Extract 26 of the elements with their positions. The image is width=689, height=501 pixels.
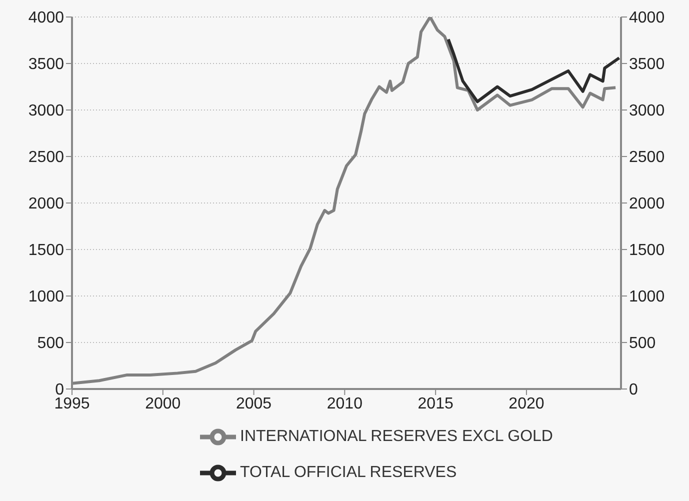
y2-tick-label: 2000 [629,196,665,213]
legend-label: INTERNATIONAL RESERVES EXCL GOLD [240,428,553,446]
y-tick-label: 2000 [28,196,64,213]
x-tick-label: 2005 [236,395,272,412]
x-tick-label: 2010 [326,395,363,412]
x-tick-label: 2015 [418,395,454,412]
y2-tick-label: 4000 [629,10,665,27]
x-tick-label: 2020 [508,395,544,412]
y-tick-label: 1500 [28,242,64,260]
y-tick-label: 500 [37,335,64,352]
y2-tick-label: 500 [629,335,656,352]
y-tick-label: 3500 [28,56,64,74]
legend-label: TOTAL OFFICIAL RESERVES [240,464,457,482]
line-series [72,17,618,385]
y2-tick-label: 2500 [629,149,665,166]
y2-tick-label: 0 [629,382,638,399]
x-tick-label: 2000 [145,395,181,412]
y-tick-label: 4000 [28,10,64,27]
y2-tick-label: 3500 [629,56,665,74]
y-tick-label: 2500 [28,149,64,166]
y2-tick-label: 1500 [629,242,665,260]
y-tick-label: 1000 [28,288,64,306]
y2-tick-label: 1000 [629,288,665,306]
y2-tick-label: 3000 [629,102,665,120]
y-tick-label: 3000 [28,102,64,120]
line-series [446,38,621,104]
